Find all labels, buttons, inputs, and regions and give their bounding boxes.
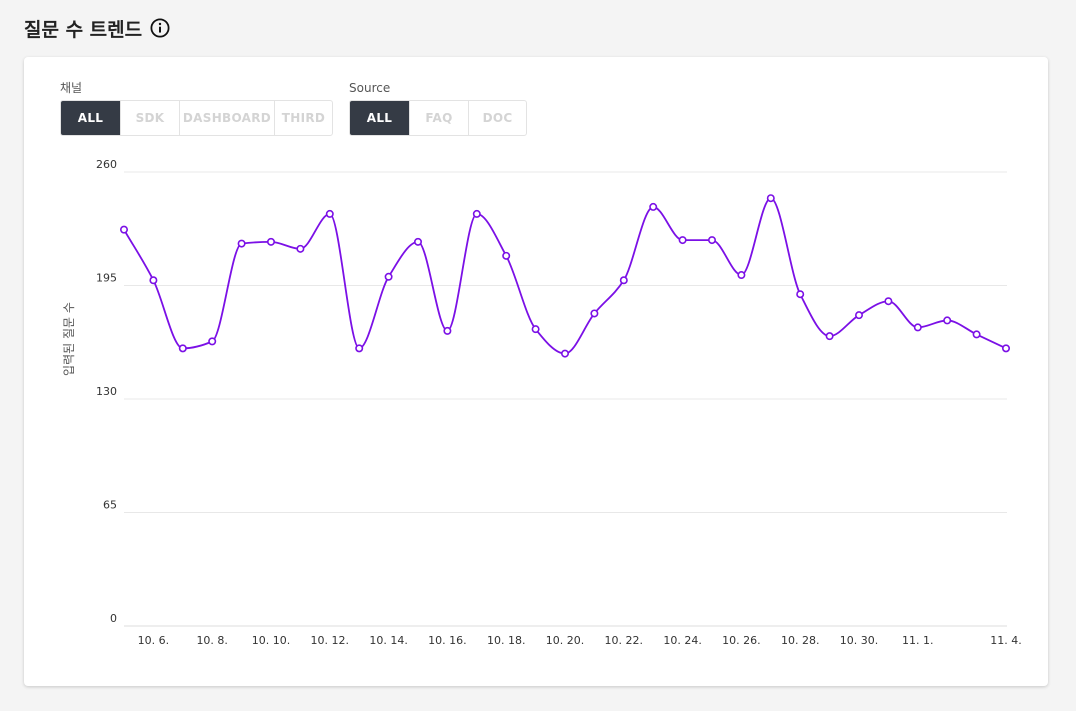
channel-segmented-control: ALL SDK DASHBOARD THIRD: [60, 100, 333, 136]
y-tick-label: 260: [96, 158, 117, 171]
x-tick-label: 11. 4.: [990, 634, 1022, 647]
y-axis-title: 입력된 질문 수: [62, 302, 76, 376]
source-filter-label: Source: [349, 81, 391, 95]
x-tick-label: 11. 1.: [902, 634, 934, 647]
data-point[interactable]: [296, 244, 305, 253]
x-tick-label: 10. 18.: [487, 634, 525, 647]
y-axis-ticks: 0 65 130 195 260: [96, 158, 117, 625]
x-tick-label: 10. 10.: [252, 634, 290, 647]
data-point[interactable]: [355, 344, 364, 353]
x-tick-label: 10. 8.: [196, 634, 228, 647]
data-point[interactable]: [325, 209, 334, 218]
x-tick-label: 10. 26.: [722, 634, 760, 647]
data-point[interactable]: [384, 272, 393, 281]
series-line: [123, 197, 1007, 355]
x-tick-label: 10. 16.: [428, 634, 466, 647]
x-tick-label: 10. 28.: [781, 634, 819, 647]
data-point[interactable]: [149, 276, 158, 285]
source-all-button[interactable]: ALL: [350, 101, 409, 135]
x-tick-label: 10. 14.: [369, 634, 407, 647]
y-tick-label: 65: [103, 499, 117, 512]
data-point[interactable]: [560, 349, 569, 358]
data-point[interactable]: [737, 271, 746, 280]
info-icon[interactable]: [150, 18, 170, 38]
page-title-text: 질문 수 트렌드: [24, 18, 143, 41]
data-point[interactable]: [796, 290, 805, 299]
source-segmented-control: ALL FAQ DOC: [349, 100, 527, 136]
channel-dashboard-button[interactable]: DASHBOARD: [179, 101, 274, 135]
x-tick-label: 10. 30.: [840, 634, 878, 647]
data-point[interactable]: [178, 344, 187, 353]
data-point[interactable]: [766, 194, 775, 203]
channel-sdk-button[interactable]: SDK: [120, 101, 179, 135]
data-point[interactable]: [825, 332, 834, 341]
x-tick-label: 10. 20.: [546, 634, 584, 647]
y-tick-label: 130: [96, 385, 117, 398]
y-tick-label: 195: [96, 272, 117, 285]
x-axis-ticks: 10. 6. 10. 8. 10. 10. 10. 12. 10. 14. 10. 16.…: [138, 634, 1022, 647]
channel-third-button[interactable]: THIRD: [274, 101, 332, 135]
trend-card: 채널 ALL SDK DASHBOARD THIRD Source ALL FA…: [24, 57, 1048, 686]
data-point[interactable]: [267, 237, 276, 246]
data-point[interactable]: [649, 202, 658, 211]
data-point[interactable]: [854, 311, 863, 320]
data-point[interactable]: [502, 251, 511, 260]
data-point[interactable]: [472, 209, 481, 218]
data-point[interactable]: [943, 316, 952, 325]
data-point[interactable]: [619, 276, 628, 285]
data-point[interactable]: [972, 330, 981, 339]
x-tick-label: 10. 22.: [605, 634, 643, 647]
data-point[interactable]: [413, 237, 422, 246]
channel-all-button[interactable]: ALL: [61, 101, 120, 135]
source-doc-button[interactable]: DOC: [468, 101, 526, 135]
data-point[interactable]: [913, 323, 922, 332]
channel-filter-label: 채널: [60, 81, 83, 95]
source-faq-button[interactable]: FAQ: [409, 101, 468, 135]
data-point[interactable]: [707, 236, 716, 245]
data-point[interactable]: [120, 225, 129, 234]
data-point[interactable]: [443, 326, 452, 335]
channel-filter: 채널 ALL SDK DASHBOARD THIRD: [60, 80, 333, 136]
y-tick-label: 0: [110, 612, 117, 625]
x-tick-label: 10. 6.: [138, 634, 170, 647]
data-point[interactable]: [590, 309, 599, 318]
x-tick-label: 10. 24.: [663, 634, 701, 647]
data-point[interactable]: [884, 297, 893, 306]
chart-gridlines: [124, 171, 1007, 627]
data-point[interactable]: [678, 236, 687, 245]
data-point[interactable]: [531, 325, 540, 334]
source-filter: Source ALL FAQ DOC: [349, 80, 527, 136]
data-point[interactable]: [1001, 344, 1010, 353]
data-point[interactable]: [237, 239, 246, 248]
page-title: 질문 수 트렌드: [24, 14, 170, 42]
data-points: [120, 194, 1010, 358]
data-point[interactable]: [208, 337, 217, 346]
x-tick-label: 10. 12.: [311, 634, 349, 647]
